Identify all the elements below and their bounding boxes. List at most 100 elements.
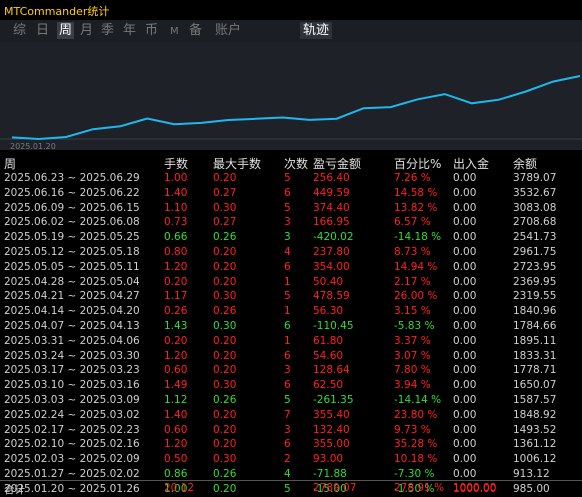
deposit-cell: 0.00 [453,334,477,347]
tab-currency[interactable]: 币 [145,23,159,38]
period-cell: 2025.05.19 ~ 2025.05.25 [4,231,140,244]
tab-overview[interactable]: 综 [13,23,27,38]
deposit-cell: 1000.00 [453,482,497,495]
trades-cell: 1 [284,334,291,347]
table-row[interactable]: 2025.06.16 ~ 2025.06.22 1.40 0.27 6 449.59 14… [0,187,582,200]
pnl-cell: -15.00 [313,482,347,495]
max-lots-cell: 0.20 [213,246,237,258]
trades-cell: 3 [284,231,291,244]
chart-x-tick: 2025.01.20 [10,142,56,151]
trades-cell: 6 [284,186,291,199]
trades-cell: 5 [284,290,291,303]
lots-cell: 0.73 [164,216,188,229]
pct-cell: 14.58 % [394,186,438,199]
pnl-cell: 128.64 [313,364,350,377]
tab-year[interactable]: 年 [123,23,137,38]
pct-cell: -5.83 % [394,320,435,332]
table-header: 周 手数 最大手数 次数 盈亏金额 百分比% 出入金 余额 [0,158,582,171]
table-row[interactable]: 2025.01.27 ~ 2025.02.02 0.86 0.26 4 -71.88 -7… [0,468,582,481]
table-row[interactable]: 2025.04.28 ~ 2025.05.04 0.20 0.20 1 50.40 2.1… [0,276,582,289]
table-row[interactable]: 2025.06.23 ~ 2025.06.29 1.00 0.20 5 256.40 7.… [0,172,582,185]
balance-cell: 1840.96 [513,305,557,318]
lots-cell: 1.12 [164,394,188,406]
balance-cell: 1784.66 [513,320,557,332]
table-row[interactable]: 2025.04.07 ~ 2025.04.13 1.43 0.30 6 -110.45 -… [0,320,582,333]
pct-cell: -7.30 % [394,468,435,480]
period-cell: 2025.05.05 ~ 2025.05.11 [4,260,140,273]
table-row[interactable]: 2025.06.02 ~ 2025.06.08 0.73 0.27 3 166.95 6.… [0,216,582,229]
lots-cell: 1.43 [164,320,188,332]
balance-cell: 913.12 [513,468,550,480]
pct-cell: 3.15 % [394,305,431,318]
lots-cell: 0.80 [164,246,188,258]
balance-cell: 2708.68 [513,216,557,229]
max-lots-cell: 0.30 [213,379,237,392]
trades-cell: 5 [284,482,291,495]
period-cell: 2025.02.17 ~ 2025.02.23 [4,423,140,436]
max-lots-cell: 0.20 [213,423,237,436]
pnl-cell: 237.80 [313,246,350,258]
tab-account[interactable]: 账户 [215,23,242,38]
balance-cell: 1587.57 [513,394,557,406]
table-row[interactable]: 2025.05.19 ~ 2025.05.25 0.66 0.26 3 -420.02 -… [0,231,582,244]
balance-cell: 3789.07 [513,172,557,184]
table-row[interactable]: 2025.02.17 ~ 2025.02.23 0.60 0.20 3 132.40 9.… [0,424,582,437]
balance-cell: 1493.52 [513,423,557,436]
balance-cell: 3083.08 [513,201,557,214]
tab-track[interactable]: 轨迹 [300,22,333,39]
table-row[interactable]: 2025.01.20 ~ 2025.01.26 1.00 0.20 5 -15.00 -1… [0,483,582,496]
deposit-cell: 0.00 [453,246,477,258]
period-cell: 2025.01.20 ~ 2025.01.26 [4,482,140,495]
table-row[interactable]: 2025.02.24 ~ 2025.03.02 1.40 0.20 7 355.40 23… [0,409,582,422]
table-row[interactable]: 2025.02.10 ~ 2025.02.16 1.20 0.20 6 355.00 35… [0,438,582,451]
max-lots-cell: 0.30 [213,453,237,466]
max-lots-cell: 0.27 [213,186,237,199]
tab-backup[interactable]: 备 [189,23,203,38]
header-max-lots: 最大手数 [213,157,262,171]
pnl-cell: 478.59 [313,290,350,303]
tab-week[interactable]: 周 [57,22,75,39]
balance-cell: 1650.07 [513,379,557,392]
max-lots-cell: 0.30 [213,320,237,332]
max-lots-cell: 0.20 [213,349,237,362]
total-pnl: 2789.07 [313,482,357,494]
table-row[interactable]: 2025.02.03 ~ 2025.02.09 0.50 0.30 2 93.00 10.… [0,453,582,466]
lots-cell: 1.20 [164,438,188,451]
trades-cell: 4 [284,246,291,258]
tab-month[interactable]: 月 [80,23,94,38]
pct-cell: 35.28 % [394,438,438,451]
table-row[interactable]: 2025.04.14 ~ 2025.04.20 0.26 0.26 1 56.30 3.1… [0,305,582,318]
table-row[interactable]: 2025.03.24 ~ 2025.03.30 1.20 0.20 6 54.60 3.0… [0,350,582,363]
pnl-cell: 54.60 [313,349,344,362]
lots-cell: 0.50 [164,453,188,466]
lots-cell: 1.20 [164,349,188,362]
total-deposit: 1000.00 [453,482,497,494]
table-row[interactable]: 2025.05.05 ~ 2025.05.11 1.20 0.20 6 354.00 14… [0,261,582,274]
period-cell: 2025.03.17 ~ 2025.03.23 [4,364,140,377]
table-row[interactable]: 2025.03.31 ~ 2025.04.06 0.20 0.20 1 61.80 3.3… [0,335,582,348]
table-row[interactable]: 2025.03.03 ~ 2025.03.09 1.12 0.26 5 -261.35 -… [0,394,582,407]
lots-cell: 0.20 [164,334,188,347]
pct-cell: 8.73 % [394,246,431,258]
max-lots-cell: 0.20 [213,364,237,377]
pnl-cell: 50.40 [313,275,344,288]
table-row[interactable]: 2025.05.12 ~ 2025.05.18 0.80 0.20 4 237.80 8.… [0,246,582,259]
tab-quarter[interactable]: 季 [101,23,115,38]
pct-cell: -14.14 % [394,394,442,406]
trades-cell: 6 [284,320,291,332]
table-row[interactable]: 2025.03.17 ~ 2025.03.23 0.60 0.20 3 128.64 7.… [0,364,582,377]
header-deposit: 出入金 [453,157,490,171]
pnl-cell: -71.88 [313,468,347,480]
trades-cell: 5 [284,201,291,214]
pnl-cell: 166.95 [313,216,350,229]
table-row[interactable]: 2025.04.21 ~ 2025.04.27 1.17 0.30 5 478.59 26… [0,290,582,303]
period-cell: 2025.04.14 ~ 2025.04.20 [4,305,140,318]
tab-m[interactable]: M [170,26,179,37]
period-cell: 2025.06.23 ~ 2025.06.29 [4,172,140,184]
tab-day[interactable]: 日 [36,23,50,38]
table-row[interactable]: 2025.06.09 ~ 2025.06.15 1.10 0.30 5 374.40 13… [0,202,582,215]
header-balance: 余额 [513,157,538,171]
lots-cell: 1.00 [164,172,188,184]
balance-cell: 1361.12 [513,438,557,451]
table-row[interactable]: 2025.03.10 ~ 2025.03.16 1.49 0.30 6 62.50 3.9… [0,379,582,392]
